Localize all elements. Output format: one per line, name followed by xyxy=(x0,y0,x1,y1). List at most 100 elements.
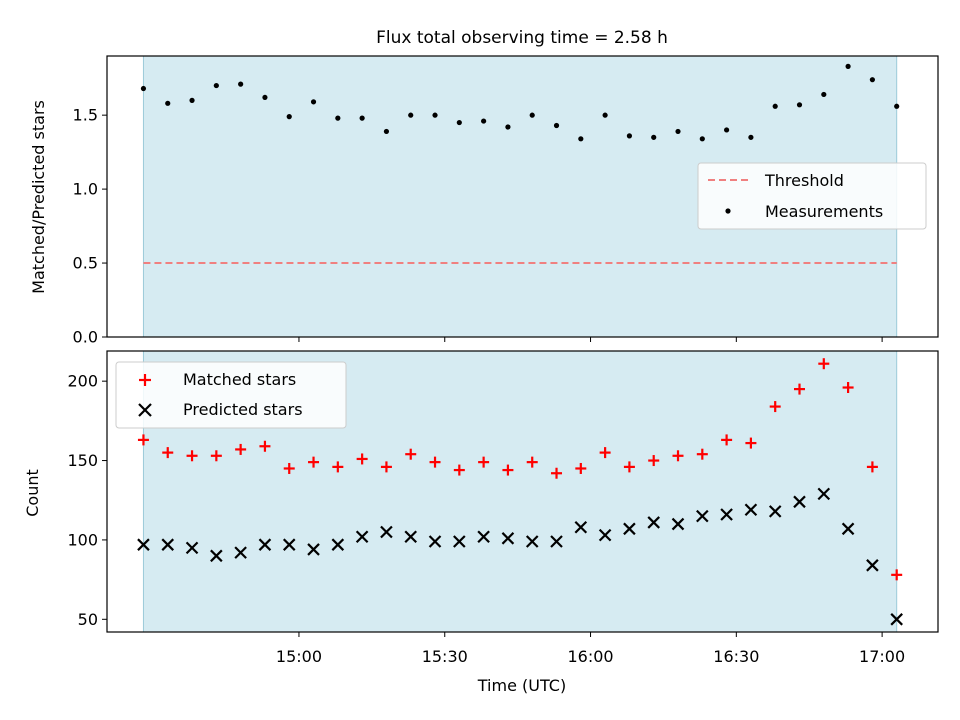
predicted-star-point xyxy=(720,508,733,521)
predicted-cross-b xyxy=(574,520,588,534)
measurement-point xyxy=(796,102,803,108)
predicted-cross-b xyxy=(525,535,539,548)
matched-star-point xyxy=(429,456,441,468)
x-tick-label: 16:30 xyxy=(713,647,759,666)
matched-star-point xyxy=(599,447,611,459)
predicted-star-point xyxy=(331,538,345,551)
measurement-point xyxy=(140,85,147,92)
predicted-star-point xyxy=(525,535,539,548)
predicted-cross-b xyxy=(598,528,612,542)
predicted-cross-b xyxy=(161,538,175,551)
predicted-star-point xyxy=(890,613,903,626)
matched-star-point xyxy=(186,450,198,462)
matched-star-point xyxy=(818,358,830,370)
predicted-cross-b xyxy=(866,559,879,572)
predicted-star-point xyxy=(185,541,199,555)
legend-predicted-label: Predicted stars xyxy=(183,400,303,419)
bottom-y-ticks: 50 100 150 200 xyxy=(67,372,107,629)
matched-star-point xyxy=(623,461,635,473)
predicted-cross-b xyxy=(307,543,320,556)
predicted-star-point xyxy=(574,520,588,534)
predicted-star-point xyxy=(307,543,320,556)
matched-star-point xyxy=(380,461,392,473)
predicted-star-point xyxy=(598,528,612,542)
predicted-star-point xyxy=(161,538,175,551)
matched-star-point xyxy=(769,401,781,413)
top-x-ticks xyxy=(298,337,883,342)
bottom-y-tick-label: 150 xyxy=(67,451,98,470)
predicted-cross-b xyxy=(671,517,685,531)
measurement-point xyxy=(724,127,730,133)
top-y-tick-label: 0.0 xyxy=(73,328,98,347)
measurement-point xyxy=(408,112,414,118)
predicted-cross-b xyxy=(720,508,733,521)
measurement-point xyxy=(651,134,657,140)
predicted-star-points xyxy=(137,487,903,626)
bottom-panel: 50 100 150 200 15:00 15:30 16:00 16:30 17:00 Co… xyxy=(23,350,939,695)
predicted-star-point xyxy=(428,535,442,548)
matched-star-point xyxy=(137,434,149,446)
measurement-point xyxy=(286,114,292,120)
x-tick-label: 16:00 xyxy=(567,647,613,666)
predicted-cross-b xyxy=(768,505,782,518)
measurement-point xyxy=(626,133,633,139)
measurement-point xyxy=(335,115,341,121)
measurement-point xyxy=(578,136,584,142)
matched-star-point xyxy=(502,464,514,476)
predicted-cross-b xyxy=(137,538,150,551)
matched-star-point xyxy=(696,448,708,460)
measurement-point xyxy=(213,82,219,89)
predicted-cross-b xyxy=(623,522,636,536)
predicted-cross-b xyxy=(185,541,199,555)
matched-star-point xyxy=(235,443,247,455)
predicted-star-point xyxy=(647,516,660,529)
matched-star-point xyxy=(356,453,368,465)
matched-star-point xyxy=(575,462,587,474)
predicted-cross-b xyxy=(696,509,709,523)
measurement-point xyxy=(821,91,827,98)
legend-threshold-label: Threshold xyxy=(764,171,844,190)
bottom-legend: Matched stars Predicted stars xyxy=(115,361,347,429)
predicted-cross-b xyxy=(404,530,418,544)
chart-title: Flux total observing time = 2.58 h xyxy=(376,28,668,48)
matched-star-point xyxy=(453,464,465,476)
measurement-point xyxy=(189,97,195,103)
matched-star-point xyxy=(259,440,271,452)
top-y-tick-label: 0.5 xyxy=(73,254,98,273)
matched-star-point xyxy=(745,437,757,449)
predicted-cross-b xyxy=(501,532,515,545)
measurement-point xyxy=(359,115,365,121)
predicted-cross-b xyxy=(453,535,466,548)
predicted-star-point xyxy=(623,522,636,536)
predicted-cross-b xyxy=(428,535,442,548)
matched-star-point xyxy=(551,467,563,479)
predicted-cross-b xyxy=(744,503,758,517)
top-legend-box xyxy=(697,162,927,230)
predicted-star-point xyxy=(380,525,393,539)
predicted-star-point xyxy=(696,509,709,523)
predicted-star-point xyxy=(477,530,490,544)
predicted-cross-b xyxy=(890,613,903,626)
x-tick-label: 15:00 xyxy=(276,647,322,666)
predicted-star-point xyxy=(210,549,223,563)
x-axis-label: Time (UTC) xyxy=(477,676,566,695)
predicted-star-point xyxy=(258,538,272,551)
predicted-star-point xyxy=(841,522,855,536)
measurement-point xyxy=(505,124,511,130)
matched-star-point xyxy=(794,383,805,395)
matched-star-point xyxy=(891,569,903,581)
predicted-star-point xyxy=(866,559,879,572)
x-tick-label: 17:00 xyxy=(859,647,905,666)
measurement-point xyxy=(699,136,705,142)
measurement-point xyxy=(432,112,438,118)
legend-measurements-label: Measurements xyxy=(765,202,883,221)
bottom-y-tick-label: 50 xyxy=(78,610,98,629)
measurement-point xyxy=(529,112,535,118)
matched-star-point xyxy=(332,461,344,473)
predicted-star-point xyxy=(793,495,806,509)
x-tick-label: 15:30 xyxy=(422,647,468,666)
bottom-y-axis-label: Count xyxy=(23,469,42,517)
matched-star-point xyxy=(866,461,878,473)
predicted-cross-b xyxy=(234,546,247,559)
